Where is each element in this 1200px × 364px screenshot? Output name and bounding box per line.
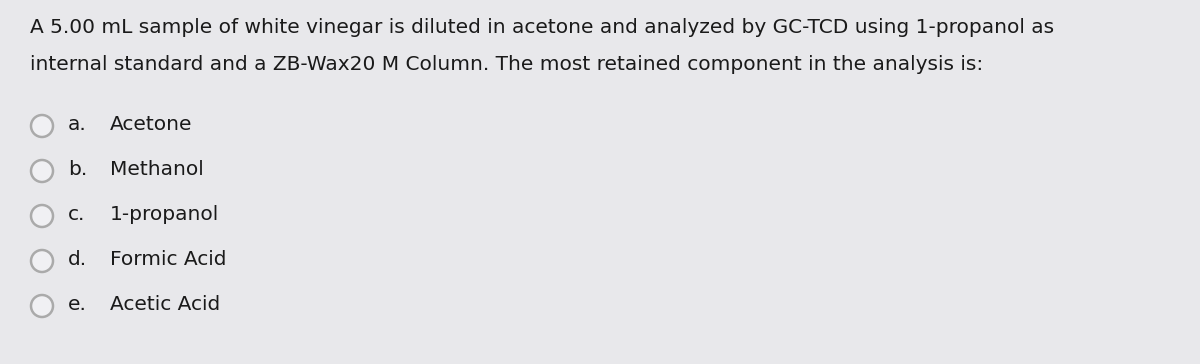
Circle shape (31, 205, 53, 227)
Circle shape (31, 160, 53, 182)
Circle shape (31, 115, 53, 137)
Text: e.: e. (68, 295, 86, 314)
Text: Acetic Acid: Acetic Acid (110, 295, 221, 314)
Text: 1-propanol: 1-propanol (110, 205, 220, 224)
Text: a.: a. (68, 115, 86, 134)
Text: Methanol: Methanol (110, 160, 204, 179)
Text: Acetone: Acetone (110, 115, 192, 134)
Text: d.: d. (68, 250, 88, 269)
Text: A 5.00 mL sample of white vinegar is diluted in acetone and analyzed by GC-TCD u: A 5.00 mL sample of white vinegar is dil… (30, 18, 1054, 37)
Text: internal standard and a ZB-Wax20 M Column. The most retained component in the an: internal standard and a ZB-Wax20 M Colum… (30, 55, 983, 74)
Circle shape (31, 295, 53, 317)
Text: b.: b. (68, 160, 88, 179)
Text: Formic Acid: Formic Acid (110, 250, 227, 269)
Circle shape (31, 250, 53, 272)
Text: c.: c. (68, 205, 85, 224)
